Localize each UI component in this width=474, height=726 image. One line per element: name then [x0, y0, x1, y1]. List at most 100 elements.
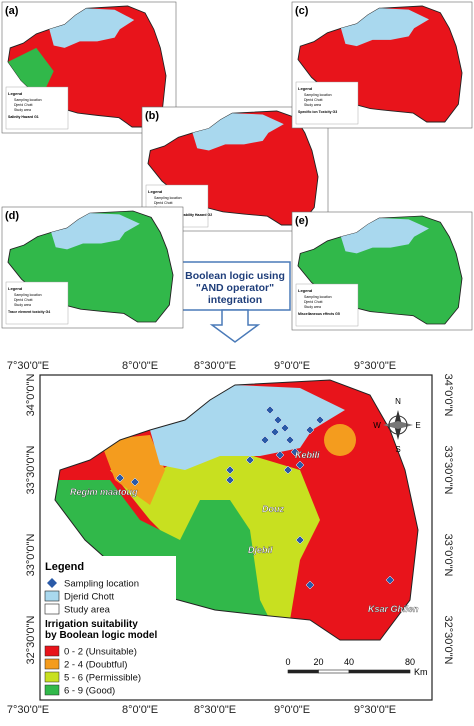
legend-symbol — [44, 590, 60, 602]
sampling-point — [245, 455, 255, 465]
panel-legend-item: Study area — [304, 305, 321, 309]
sampling-point — [283, 465, 293, 475]
panel-legend-item: Study area — [304, 103, 321, 107]
panel-legend-item: Djerid Chott — [14, 298, 33, 302]
legend-symbol — [47, 578, 57, 588]
legend-item: Djerid Chott — [64, 592, 115, 603]
lat-label: 33°30'0"N — [442, 446, 454, 495]
lat-label: 33°0'0"N — [442, 534, 454, 577]
legend-swatch — [44, 671, 60, 683]
sampling-point — [130, 477, 140, 487]
lat-label: 32°30'0"N — [442, 616, 454, 665]
sampling-point — [290, 447, 300, 457]
panel-legend-title: Legend — [298, 288, 313, 293]
legend-box — [41, 556, 176, 699]
lon-label: 7°30'0"E — [7, 360, 49, 372]
panel-legend-heading: Salinity Hazard G1 — [8, 115, 39, 119]
panel-legend-item: Djerid Chott — [154, 201, 173, 205]
panel-legend-item: Djerid Chott — [304, 300, 323, 304]
lon-label: 8°0'0"E — [122, 360, 158, 372]
sampling-point — [315, 415, 325, 425]
sampling-point — [275, 450, 285, 460]
lon-label: 9°30'0"E — [354, 704, 396, 716]
sampling-point — [305, 425, 315, 435]
legend-class: 5 - 6 (Permissible) — [64, 673, 141, 684]
panel-chott — [51, 213, 140, 250]
legend-symbol — [44, 603, 60, 615]
lat-label: 34°0'0"N — [442, 374, 454, 417]
legend-swatch — [44, 645, 60, 657]
place-name: Douz — [262, 504, 284, 514]
compass-letter: E — [415, 421, 420, 430]
panel-label: (b) — [145, 110, 159, 122]
scale-segment — [287, 669, 319, 674]
sampling-point — [285, 435, 295, 445]
panel-legend-heading: Specific ion Toxicity G3 — [298, 110, 337, 114]
panel-legend-heading: Trace element toxicity G4 — [8, 310, 50, 314]
panel-legend-item: Sampling location — [14, 293, 42, 297]
lat-label: 33°0'0"N — [25, 534, 37, 577]
panel-label: (e) — [295, 215, 309, 227]
sampling-point — [225, 465, 235, 475]
panel-legend-item: Sampling location — [154, 196, 182, 200]
legend-item: Study area — [64, 605, 111, 616]
sampling-point — [305, 580, 315, 590]
place-name: Kebili — [295, 450, 320, 460]
legend-item: Sampling location — [64, 579, 139, 590]
scale-unit: Km — [414, 667, 428, 677]
panel-label: (c) — [295, 5, 309, 17]
lon-label: 8°30'0"E — [194, 704, 236, 716]
compass-letter: W — [373, 421, 381, 430]
scale-tick: 20 — [313, 657, 323, 667]
lon-label: 9°0'0"E — [274, 360, 310, 372]
compass-letter: N — [395, 397, 401, 406]
panel-chott — [49, 8, 135, 48]
compass-letter: S — [395, 445, 400, 454]
panel-legend-item: Djerid Chott — [14, 103, 33, 107]
sampling-point — [260, 435, 270, 445]
panel-label: (d) — [5, 210, 19, 222]
panel-legend-title: Legend — [8, 91, 23, 96]
lon-label: 9°30'0"E — [354, 360, 396, 372]
sampling-point — [280, 423, 290, 433]
panel-zone — [7, 47, 54, 100]
panel-legend — [5, 281, 69, 325]
arrow-text: "AND operator" — [196, 282, 274, 294]
panel-legend-item: Sampling location — [304, 93, 332, 97]
lon-label: 8°0'0"E — [122, 704, 158, 716]
place-name: Regim maatoug — [70, 487, 138, 497]
legend-class: 2 - 4 (Doubtful) — [64, 660, 127, 671]
panel-legend-title: Legend — [148, 189, 163, 194]
arrow-text: integration — [208, 294, 262, 306]
sampling-point — [265, 405, 275, 415]
scale-tick: 40 — [344, 657, 354, 667]
lon-label: 9°0'0"E — [274, 704, 310, 716]
panel-legend — [5, 86, 69, 130]
lat-label: 34°0'0"N — [25, 374, 37, 417]
place-name: Djebil — [248, 545, 273, 555]
legend-title: Legend — [45, 561, 84, 573]
panel-legend-title: Legend — [8, 286, 23, 291]
panel-legend-title: Legend — [298, 86, 313, 91]
panel-legend-item: Sampling location — [304, 295, 332, 299]
place-name: Ksar Ghilen — [368, 604, 419, 614]
panel-legend-item: Study area — [14, 108, 31, 112]
arrow-text: Boolean logic using — [185, 270, 285, 282]
sampling-point — [385, 575, 395, 585]
scale-tick: 0 — [285, 657, 290, 667]
legend-heading: by Boolean logic model — [45, 630, 157, 641]
legend-heading: Irrigation suitability — [45, 619, 138, 630]
scale-segment — [318, 669, 350, 674]
lon-label: 8°30'0"E — [194, 360, 236, 372]
sampling-point — [295, 535, 305, 545]
arrow — [209, 309, 261, 343]
sampling-point — [115, 473, 125, 483]
lat-label: 32°30'0"N — [25, 615, 37, 664]
lon-label: 7°30'0"E — [7, 704, 49, 716]
panel-legend-item: Sampling location — [14, 98, 42, 102]
panel-legend-item: Study area — [14, 303, 31, 307]
legend-class: 0 - 2 (Unsuitable) — [64, 647, 137, 658]
legend-class: 6 - 9 (Good) — [64, 686, 115, 697]
